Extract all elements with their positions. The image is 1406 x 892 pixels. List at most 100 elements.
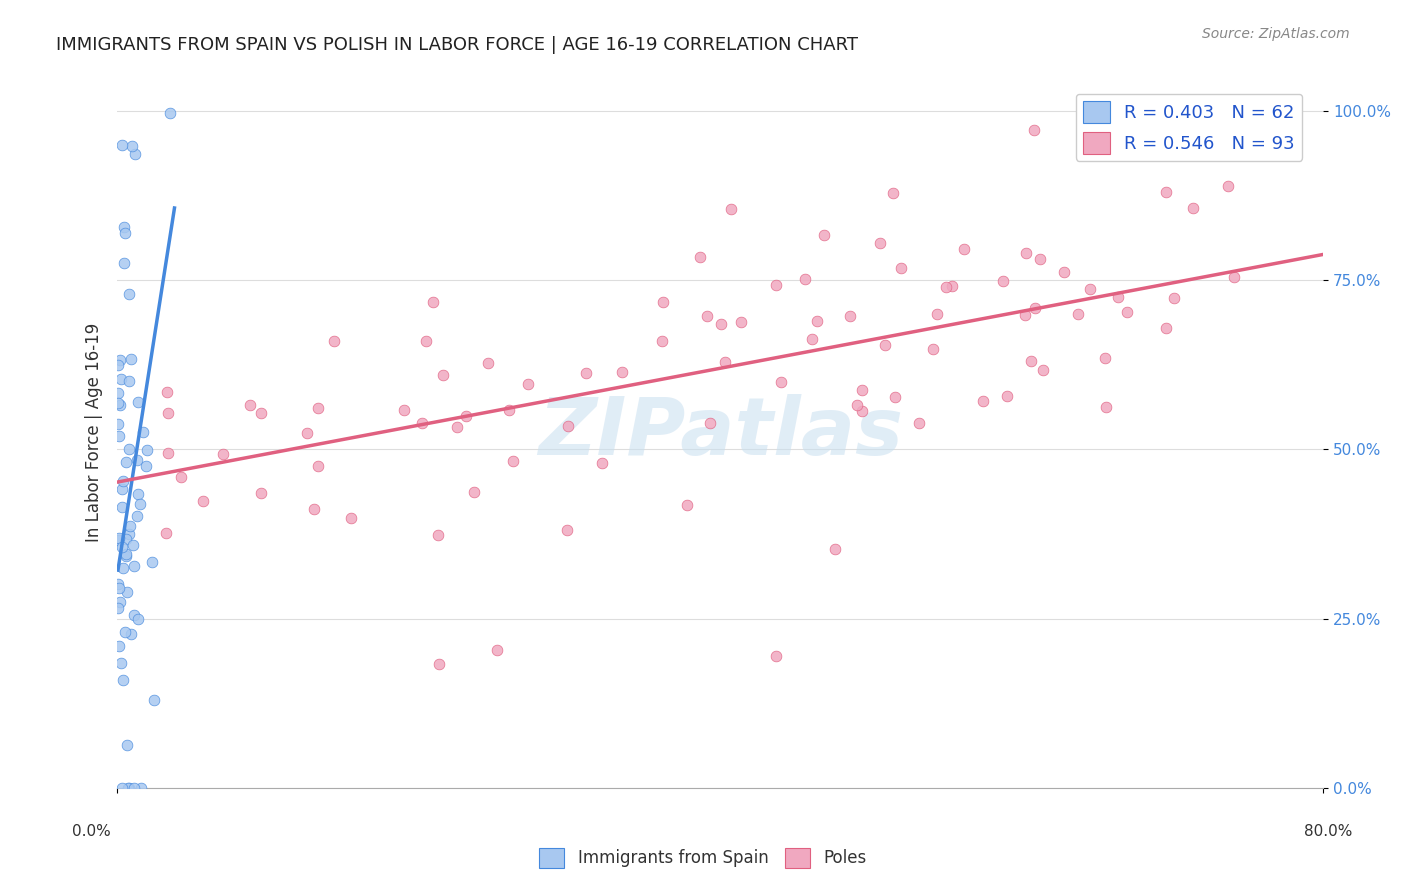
- Point: [115, 455, 138, 469]
- Point: [143, 693, 166, 707]
- Point: [710, 317, 733, 331]
- Point: [121, 139, 143, 153]
- Point: [108, 398, 131, 412]
- Point: [575, 367, 598, 381]
- Point: [1024, 301, 1046, 315]
- Point: [156, 446, 179, 460]
- Point: [111, 780, 134, 795]
- Point: [127, 612, 149, 626]
- Point: [675, 499, 697, 513]
- Point: [953, 243, 976, 257]
- Point: [110, 657, 132, 671]
- Point: [1015, 245, 1038, 260]
- Point: [730, 314, 752, 328]
- Point: [502, 454, 524, 468]
- Point: [129, 780, 152, 795]
- Point: [118, 780, 141, 795]
- Point: [935, 280, 957, 294]
- Point: [127, 395, 149, 409]
- Point: [115, 532, 138, 546]
- Point: [454, 409, 477, 424]
- Point: [689, 250, 711, 264]
- Point: [997, 389, 1019, 403]
- Point: [118, 286, 141, 301]
- Point: [1014, 309, 1036, 323]
- Point: [838, 309, 860, 323]
- Y-axis label: In Labor Force | Age 16-19: In Labor Force | Age 16-19: [86, 323, 103, 542]
- Point: [250, 406, 273, 420]
- Point: [302, 501, 325, 516]
- Point: [110, 483, 132, 497]
- Point: [120, 352, 142, 367]
- Point: [107, 417, 129, 431]
- Point: [125, 508, 148, 523]
- Point: [498, 402, 520, 417]
- Point: [557, 419, 579, 434]
- Point: [1067, 308, 1090, 322]
- Point: [193, 493, 215, 508]
- Point: [108, 429, 131, 443]
- Point: [824, 541, 846, 556]
- Point: [322, 334, 344, 348]
- Point: [446, 420, 468, 434]
- Point: [122, 780, 145, 795]
- Point: [118, 526, 141, 541]
- Point: [907, 416, 929, 430]
- Point: [121, 539, 143, 553]
- Point: [1223, 269, 1246, 284]
- Point: [157, 406, 180, 420]
- Point: [135, 458, 157, 473]
- Point: [432, 368, 454, 382]
- Point: [1022, 123, 1045, 137]
- Point: [652, 295, 675, 310]
- Point: [415, 334, 437, 348]
- Point: [115, 584, 138, 599]
- Point: [927, 307, 949, 321]
- Point: [794, 272, 817, 286]
- Point: [132, 425, 155, 439]
- Point: [307, 401, 329, 416]
- Point: [340, 511, 363, 525]
- Point: [696, 309, 718, 323]
- Point: [516, 377, 538, 392]
- Point: [851, 403, 873, 417]
- Point: [127, 453, 149, 467]
- Point: [111, 138, 134, 153]
- Text: IMMIGRANTS FROM SPAIN VS POLISH IN LABOR FORCE | AGE 16-19 CORRELATION CHART: IMMIGRANTS FROM SPAIN VS POLISH IN LABOR…: [56, 36, 858, 54]
- Point: [422, 294, 444, 309]
- Point: [124, 608, 146, 623]
- Point: [127, 487, 149, 501]
- Point: [991, 274, 1014, 288]
- Point: [477, 356, 499, 370]
- Point: [1156, 321, 1178, 335]
- Point: [765, 648, 787, 663]
- Point: [136, 443, 159, 458]
- Point: [212, 447, 235, 461]
- Point: [1094, 351, 1116, 365]
- Point: [108, 352, 131, 367]
- Point: [1107, 290, 1129, 304]
- Point: [115, 738, 138, 752]
- Point: [1140, 97, 1163, 112]
- Point: [124, 147, 146, 161]
- Point: [555, 523, 578, 537]
- Point: [485, 643, 508, 657]
- Point: [118, 519, 141, 533]
- Point: [107, 386, 129, 401]
- Point: [117, 780, 139, 795]
- Point: [463, 484, 485, 499]
- Point: [141, 555, 163, 569]
- Point: [713, 354, 735, 368]
- Point: [112, 256, 135, 270]
- Point: [769, 375, 792, 389]
- Point: [699, 416, 721, 430]
- Point: [108, 639, 131, 653]
- Point: [1094, 400, 1116, 414]
- Text: Source: ZipAtlas.com: Source: ZipAtlas.com: [1202, 27, 1350, 41]
- Point: [884, 390, 907, 404]
- Point: [972, 393, 994, 408]
- Point: [650, 334, 672, 348]
- Point: [427, 528, 450, 542]
- Point: [159, 106, 181, 120]
- Point: [107, 358, 129, 372]
